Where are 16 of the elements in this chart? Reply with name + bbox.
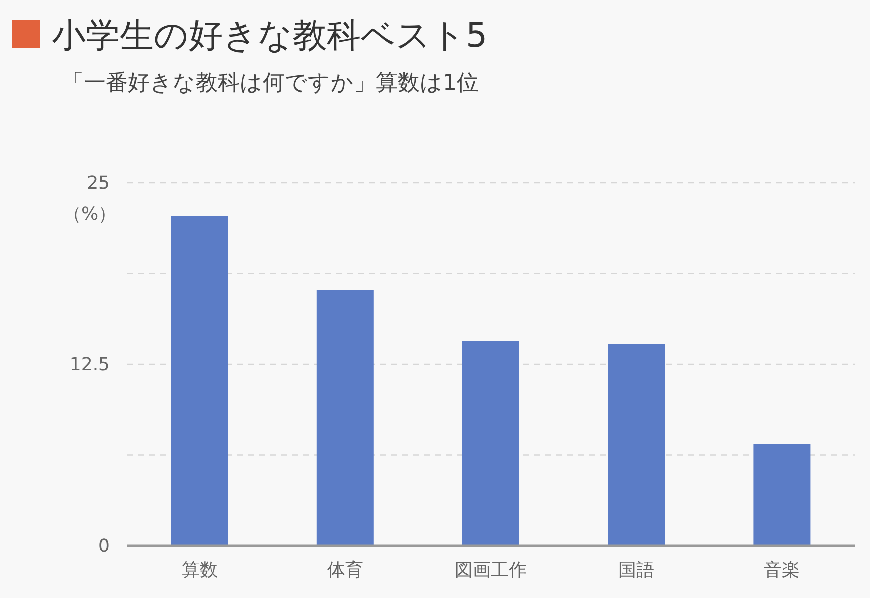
bar	[608, 344, 666, 546]
x-tick-label: 算数	[182, 560, 218, 581]
chart-subtitle: 「一番好きな教科は何ですか」算数は1位	[62, 71, 479, 96]
bar	[171, 216, 228, 546]
y-axis-title: （%）	[63, 204, 117, 225]
x-tick-label: 国語	[618, 560, 655, 581]
x-tick-label: 音楽	[764, 560, 800, 581]
y-tick-label: 12.5	[70, 354, 110, 376]
bar	[316, 290, 374, 546]
x-tick-label: 体育	[327, 560, 364, 581]
chart-title: 小学生の好きな教科ベスト5	[52, 16, 488, 56]
y-tick-label: 0	[98, 536, 110, 557]
bar	[754, 444, 811, 546]
x-tick-label: 図画工作	[455, 560, 527, 581]
y-tick-label: 25	[87, 173, 110, 194]
bar	[462, 341, 520, 546]
